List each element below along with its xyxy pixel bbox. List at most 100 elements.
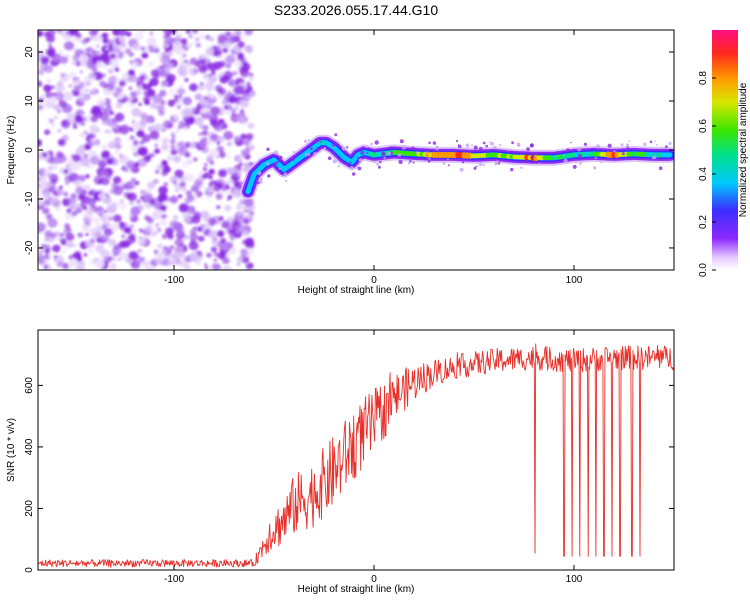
- ridge-speckle: [415, 151, 419, 154]
- noise-blob: [66, 113, 77, 123]
- noise-blob: [237, 41, 245, 48]
- noise-blob: [118, 35, 127, 43]
- noise-blob: [89, 124, 99, 133]
- noise-blob: [166, 197, 172, 202]
- noise-blob: [40, 56, 50, 65]
- noise-blob: [220, 237, 227, 244]
- noise-blob: [174, 128, 180, 134]
- noise-blob: [205, 47, 215, 56]
- ridge-speckle: [305, 153, 308, 156]
- ridge-speckle: [377, 165, 381, 169]
- noise-blob: [203, 167, 207, 171]
- noise-blob: [210, 161, 214, 165]
- snr-frame: [37, 329, 675, 571]
- ridge-speckle: [594, 156, 597, 160]
- snr-panel: -100 0 100 0 200 400 600 Height of straight l…: [6, 329, 675, 595]
- ridge-speckle: [283, 172, 288, 177]
- noise-blob: [82, 117, 88, 122]
- noise-blob: [219, 71, 225, 77]
- noise-blob: [46, 79, 52, 83]
- ridge-speckle: [658, 166, 663, 170]
- noise-blob: [75, 263, 86, 270]
- noise-blob: [224, 105, 228, 110]
- noise-blob: [91, 67, 98, 73]
- noise-blob: [90, 238, 95, 244]
- noise-blob: [79, 88, 87, 95]
- noise-blob: [237, 52, 244, 59]
- ridge-speckle: [535, 152, 537, 154]
- noise-blob: [42, 207, 50, 215]
- snr-x-ticks: -100 0 100: [164, 330, 583, 585]
- ridge-speckle: [626, 146, 629, 149]
- ridge-speckle: [427, 160, 431, 163]
- noise-blob: [125, 180, 136, 190]
- noise-blob: [203, 263, 208, 267]
- ridge-speckle: [307, 153, 311, 156]
- y-tick-label: 600: [24, 377, 35, 394]
- noise-blob: [100, 177, 110, 186]
- noise-blob: [154, 257, 161, 264]
- noise-blob: [49, 158, 56, 165]
- noise-blob: [134, 181, 140, 185]
- ridge-speckle: [538, 162, 542, 166]
- ridge-speckle: [332, 159, 337, 164]
- noise-blob: [228, 95, 237, 104]
- noise-blob: [210, 246, 218, 253]
- noise-blob: [156, 163, 164, 171]
- y-tick-label: 10: [24, 95, 35, 107]
- noise-blob: [59, 233, 64, 237]
- noise-blob: [194, 192, 199, 196]
- noise-blob: [192, 30, 198, 33]
- noise-blob: [248, 90, 256, 97]
- noise-blob: [180, 109, 191, 119]
- noise-blob: [249, 73, 254, 77]
- noise-blob: [49, 173, 59, 183]
- ridge-speckle: [257, 171, 262, 176]
- noise-blob: [47, 218, 58, 228]
- colorbar-tick-label: 0.8: [698, 71, 709, 85]
- noise-blob: [91, 138, 96, 143]
- noise-blob: [66, 241, 74, 248]
- noise-blob: [185, 42, 193, 49]
- noise-blob: [149, 102, 158, 110]
- noise-blob: [99, 234, 110, 243]
- ridge-speckle: [490, 141, 495, 146]
- ridge-speckle: [643, 142, 647, 146]
- ridge-speckle: [383, 156, 386, 160]
- noise-blob: [179, 56, 184, 61]
- noise-blob: [132, 43, 141, 51]
- noise-blob: [154, 148, 161, 154]
- ridge-cell: [326, 142, 332, 147]
- ridge-speckle: [379, 160, 382, 164]
- noise-blob: [112, 185, 124, 196]
- ridge-speckle: [554, 156, 557, 158]
- noise-blob: [176, 47, 185, 56]
- noise-blob: [128, 138, 133, 142]
- noise-blob: [50, 96, 58, 104]
- noise-blob: [222, 48, 229, 53]
- noise-blob: [41, 152, 48, 158]
- noise-blob: [63, 169, 69, 174]
- ridge-speckle: [376, 162, 379, 166]
- noise-blob: [140, 196, 144, 200]
- noise-blob: [160, 219, 168, 226]
- noise-blob: [59, 185, 63, 190]
- noise-blob: [170, 139, 176, 145]
- ridge-speckles: [256, 133, 672, 185]
- noise-blob: [72, 124, 78, 129]
- spectrogram-x-ticks: -100 0 100: [164, 30, 583, 286]
- noise-blob: [199, 124, 204, 129]
- noise-blob: [69, 258, 78, 267]
- noise-blob: [159, 204, 167, 212]
- noise-blob: [106, 129, 112, 134]
- noise-blob: [168, 253, 173, 257]
- noise-blob: [212, 263, 221, 270]
- noise-blob: [241, 229, 250, 237]
- noise-blob: [89, 155, 100, 165]
- noise-blob: [128, 233, 136, 240]
- ridge-speckle: [511, 141, 514, 145]
- spectrogram-y-ticks: -20 -10 0 10 20: [24, 46, 674, 255]
- noise-blob: [89, 227, 100, 237]
- ridge-speckle: [277, 159, 281, 163]
- noise-blob: [61, 120, 68, 127]
